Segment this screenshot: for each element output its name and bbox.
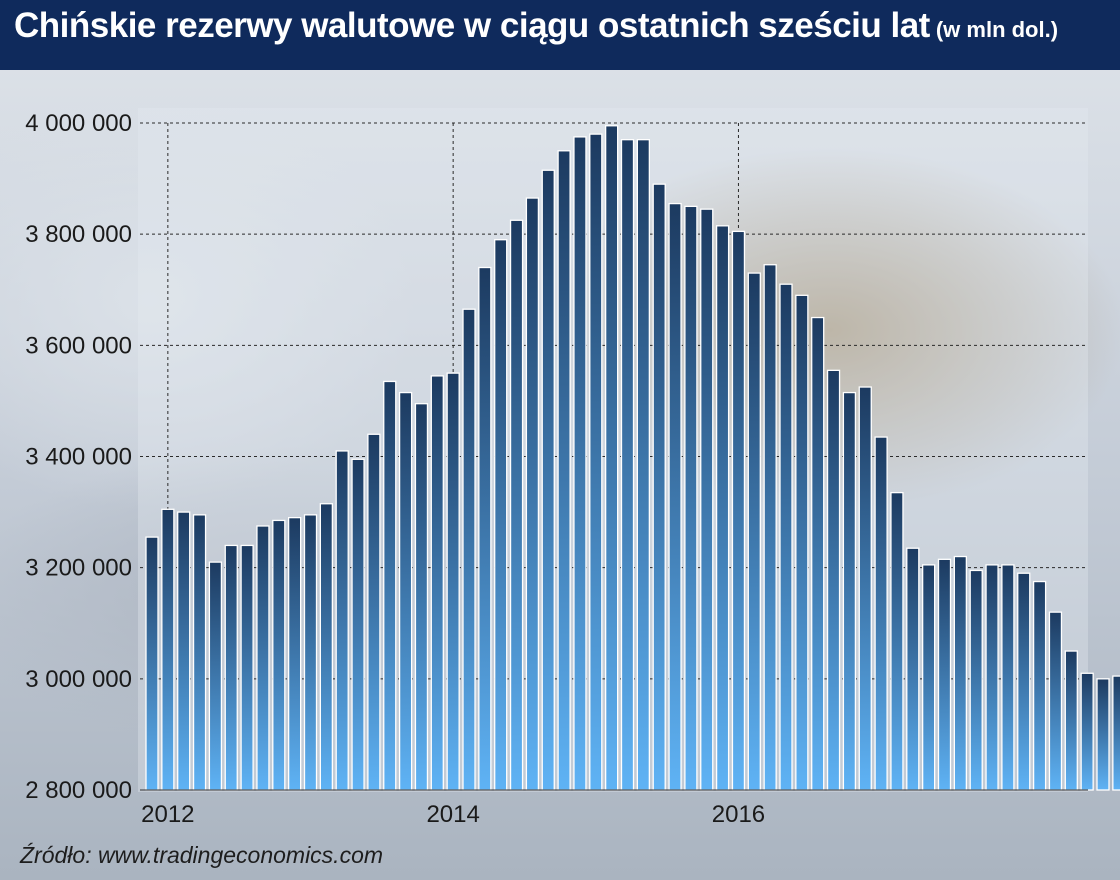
bar xyxy=(351,458,365,791)
bar xyxy=(192,514,207,791)
bar xyxy=(1017,572,1031,791)
bar xyxy=(367,433,381,791)
bar xyxy=(906,547,920,791)
bar xyxy=(414,403,429,791)
y-tick-label: 3 600 000 xyxy=(25,332,132,359)
bar xyxy=(494,239,508,791)
bar xyxy=(652,183,666,791)
bar xyxy=(240,544,254,791)
bar xyxy=(319,503,334,791)
bar xyxy=(747,272,761,791)
bar xyxy=(557,150,571,791)
bar xyxy=(478,266,492,791)
bar xyxy=(272,519,286,791)
bar xyxy=(224,544,238,791)
bar xyxy=(303,514,318,791)
bar-chart: 2 800 000 3 000 000 3 200 000 3 400 000 3 60… xyxy=(25,108,1120,828)
source-note: Źródło: www.tradingeconomics.com xyxy=(20,842,384,868)
bar xyxy=(208,561,223,791)
bar xyxy=(811,316,825,791)
bar xyxy=(161,508,175,791)
bar xyxy=(605,125,619,791)
bar xyxy=(256,525,270,791)
y-tick-label: 3 800 000 xyxy=(25,221,132,248)
bar xyxy=(335,450,349,791)
bar xyxy=(731,230,746,791)
bar xyxy=(145,536,159,791)
bar xyxy=(398,391,413,791)
bar xyxy=(684,205,698,791)
bar xyxy=(446,372,460,791)
bar xyxy=(525,197,540,791)
bar xyxy=(890,491,904,791)
x-tick-label: 2012 xyxy=(141,801,194,828)
bar xyxy=(1032,580,1047,791)
chart-title-unit: (w mln dol.) xyxy=(935,17,1059,42)
bar xyxy=(541,169,555,791)
bar xyxy=(874,436,888,791)
bar xyxy=(1001,564,1015,791)
bar xyxy=(969,569,983,791)
bar xyxy=(858,386,872,791)
bar xyxy=(636,139,650,791)
bar xyxy=(700,208,714,791)
bar xyxy=(589,133,603,791)
bar xyxy=(383,380,397,791)
bar xyxy=(430,375,444,791)
bar xyxy=(922,564,936,791)
bar xyxy=(1064,650,1078,791)
bar xyxy=(1048,611,1063,791)
title-bar: Chińskie rezerwy walutowe w ciągu ostatn… xyxy=(0,0,1120,70)
bar xyxy=(715,225,730,791)
chart-title-wrap: Chińskie rezerwy walutowe w ciągu ostatn… xyxy=(14,6,1058,46)
x-tick-label: 2016 xyxy=(712,801,765,828)
bar xyxy=(937,558,952,791)
bar xyxy=(763,264,777,791)
bar xyxy=(1112,675,1120,791)
y-tick-label: 4 000 000 xyxy=(25,110,132,137)
bar xyxy=(573,136,587,791)
bar xyxy=(953,555,967,791)
bar xyxy=(779,283,793,791)
bar xyxy=(177,511,191,791)
x-tick-label: 2014 xyxy=(426,801,479,828)
y-tick-label: 2 800 000 xyxy=(25,777,132,804)
bar xyxy=(287,516,302,791)
y-tick-label: 3 200 000 xyxy=(25,555,132,582)
bar xyxy=(842,391,857,791)
bar xyxy=(826,369,841,791)
bar xyxy=(985,564,999,791)
bar xyxy=(668,202,682,791)
bar xyxy=(1096,678,1110,791)
y-tick-label: 3 000 000 xyxy=(25,666,132,693)
bar xyxy=(620,139,635,791)
chart-title: Chińskie rezerwy walutowe w ciągu ostatn… xyxy=(14,6,930,45)
bar xyxy=(1080,672,1094,791)
bar xyxy=(795,294,809,791)
bar xyxy=(509,219,524,791)
y-tick-label: 3 400 000 xyxy=(25,444,132,471)
bar xyxy=(462,308,476,791)
